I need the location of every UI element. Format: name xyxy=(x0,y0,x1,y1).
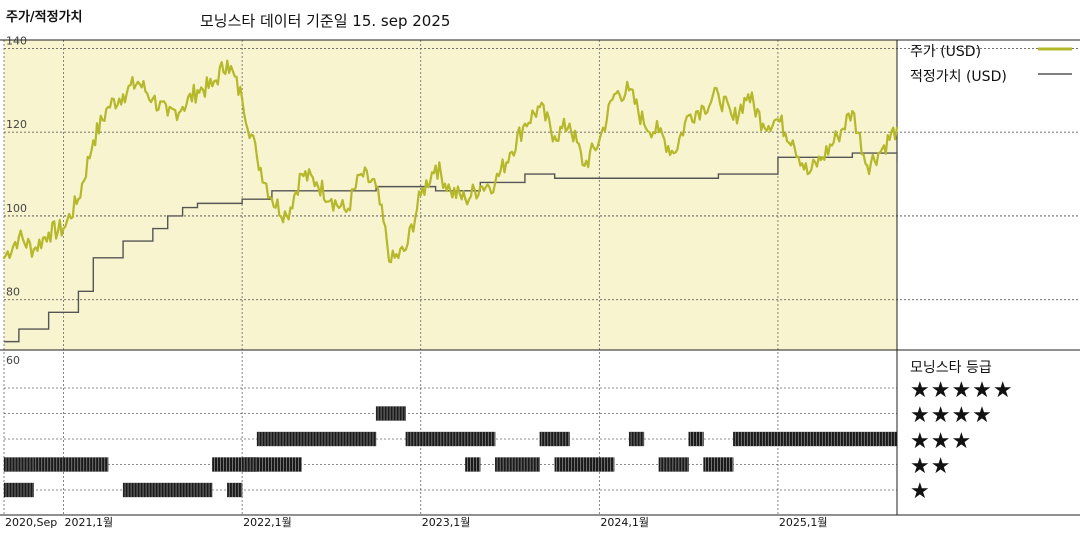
price-point xyxy=(568,122,571,125)
price-point xyxy=(226,59,229,63)
chart-subtitle: 모닝스타 데이터 기준일 15. sep 2025 xyxy=(200,12,451,30)
rating-2-stars: ★★ xyxy=(910,454,952,479)
price-point xyxy=(404,248,408,251)
price-point xyxy=(821,156,824,159)
x-tick-label-1: 2021,1월 xyxy=(65,516,114,529)
price-point xyxy=(732,118,735,121)
x-tick-label-2: 2022,1월 xyxy=(243,516,292,529)
price-plot-area xyxy=(4,40,897,350)
price-point xyxy=(300,172,303,176)
price-point xyxy=(493,181,497,184)
x-tick-label-3: 2023,1월 xyxy=(422,516,471,529)
price-point xyxy=(598,139,601,142)
price-point xyxy=(374,185,378,188)
price-point xyxy=(151,97,155,100)
price-point xyxy=(687,114,690,117)
price-point xyxy=(508,151,512,155)
price-point xyxy=(330,197,333,201)
price-point xyxy=(895,126,899,130)
y-tick-label-120: 120 xyxy=(6,118,27,131)
price-point xyxy=(211,84,214,88)
rating-3-stars: ★★★ xyxy=(910,429,973,454)
price-point xyxy=(806,172,809,176)
price-point xyxy=(285,214,288,218)
price-point xyxy=(851,110,854,113)
price-point xyxy=(717,93,720,96)
price-point xyxy=(880,147,884,151)
price-point xyxy=(345,210,348,213)
price-point xyxy=(419,193,422,197)
price-point xyxy=(613,93,616,96)
price-point xyxy=(627,89,631,92)
price-point xyxy=(62,227,65,230)
price-point xyxy=(17,235,21,239)
price-point xyxy=(92,139,95,142)
price-point xyxy=(196,89,199,92)
x-tick-label-0: 2020,Sep xyxy=(5,516,57,529)
x-tick-label-5: 2025,1월 xyxy=(779,516,828,529)
price-point xyxy=(315,181,318,184)
price-point xyxy=(657,130,661,134)
price-point xyxy=(2,256,6,260)
price-point xyxy=(255,156,259,159)
rating-band-1 xyxy=(3,482,34,498)
price-point xyxy=(360,172,363,176)
price-point xyxy=(106,105,110,109)
price-point xyxy=(523,122,527,125)
rating-5-stars: ★★★★★ xyxy=(910,378,1014,403)
price-point xyxy=(672,151,675,155)
price-point xyxy=(47,231,50,234)
y-tick-label-140: 140 xyxy=(6,34,27,47)
rating-band-13 xyxy=(539,431,570,447)
price-point xyxy=(553,135,556,138)
price-point xyxy=(136,80,140,84)
rating-band-16 xyxy=(658,457,689,472)
price-point xyxy=(538,105,541,109)
price-point xyxy=(642,122,646,125)
rating-band-19 xyxy=(733,431,898,447)
rating-band-8 xyxy=(375,406,407,421)
price-point xyxy=(166,114,169,117)
price-point xyxy=(181,105,184,109)
rating-band-18 xyxy=(703,457,734,472)
price-point xyxy=(389,260,393,264)
price-point xyxy=(77,197,80,201)
chart-title: 주가/적정가치 xyxy=(6,10,83,25)
price-point xyxy=(240,97,244,100)
price-point xyxy=(32,248,35,251)
price-point xyxy=(464,197,467,201)
price-point xyxy=(583,164,586,167)
price-point xyxy=(479,185,482,188)
price-point xyxy=(449,189,452,193)
price-point xyxy=(836,135,839,138)
rating-band-14 xyxy=(554,457,615,472)
lower-y-tick-label: 60 xyxy=(6,354,20,367)
y-tick-label-100: 100 xyxy=(6,202,27,215)
price-point xyxy=(270,197,274,201)
legend-price-label: 주가 (USD) xyxy=(910,44,982,60)
price-point xyxy=(761,122,765,125)
price-point xyxy=(791,139,795,142)
price-point xyxy=(776,118,780,121)
legend-fair-value-label: 적정가치 (USD) xyxy=(910,69,1007,85)
rating-band-0 xyxy=(3,457,34,472)
price-point xyxy=(866,164,869,167)
rating-4-stars: ★★★★ xyxy=(910,403,993,428)
price-point xyxy=(746,93,750,96)
price-point xyxy=(434,164,437,167)
rating-heading: 모닝스타 등급 xyxy=(910,360,992,376)
y-tick-label-80: 80 xyxy=(6,286,20,299)
price-point xyxy=(121,93,125,96)
rating-band-3 xyxy=(122,482,213,498)
fair-value-line xyxy=(4,152,898,343)
rating-1-star: ★ xyxy=(910,479,931,504)
x-tick-label-4: 2024,1월 xyxy=(600,516,649,529)
price-point xyxy=(702,105,705,109)
